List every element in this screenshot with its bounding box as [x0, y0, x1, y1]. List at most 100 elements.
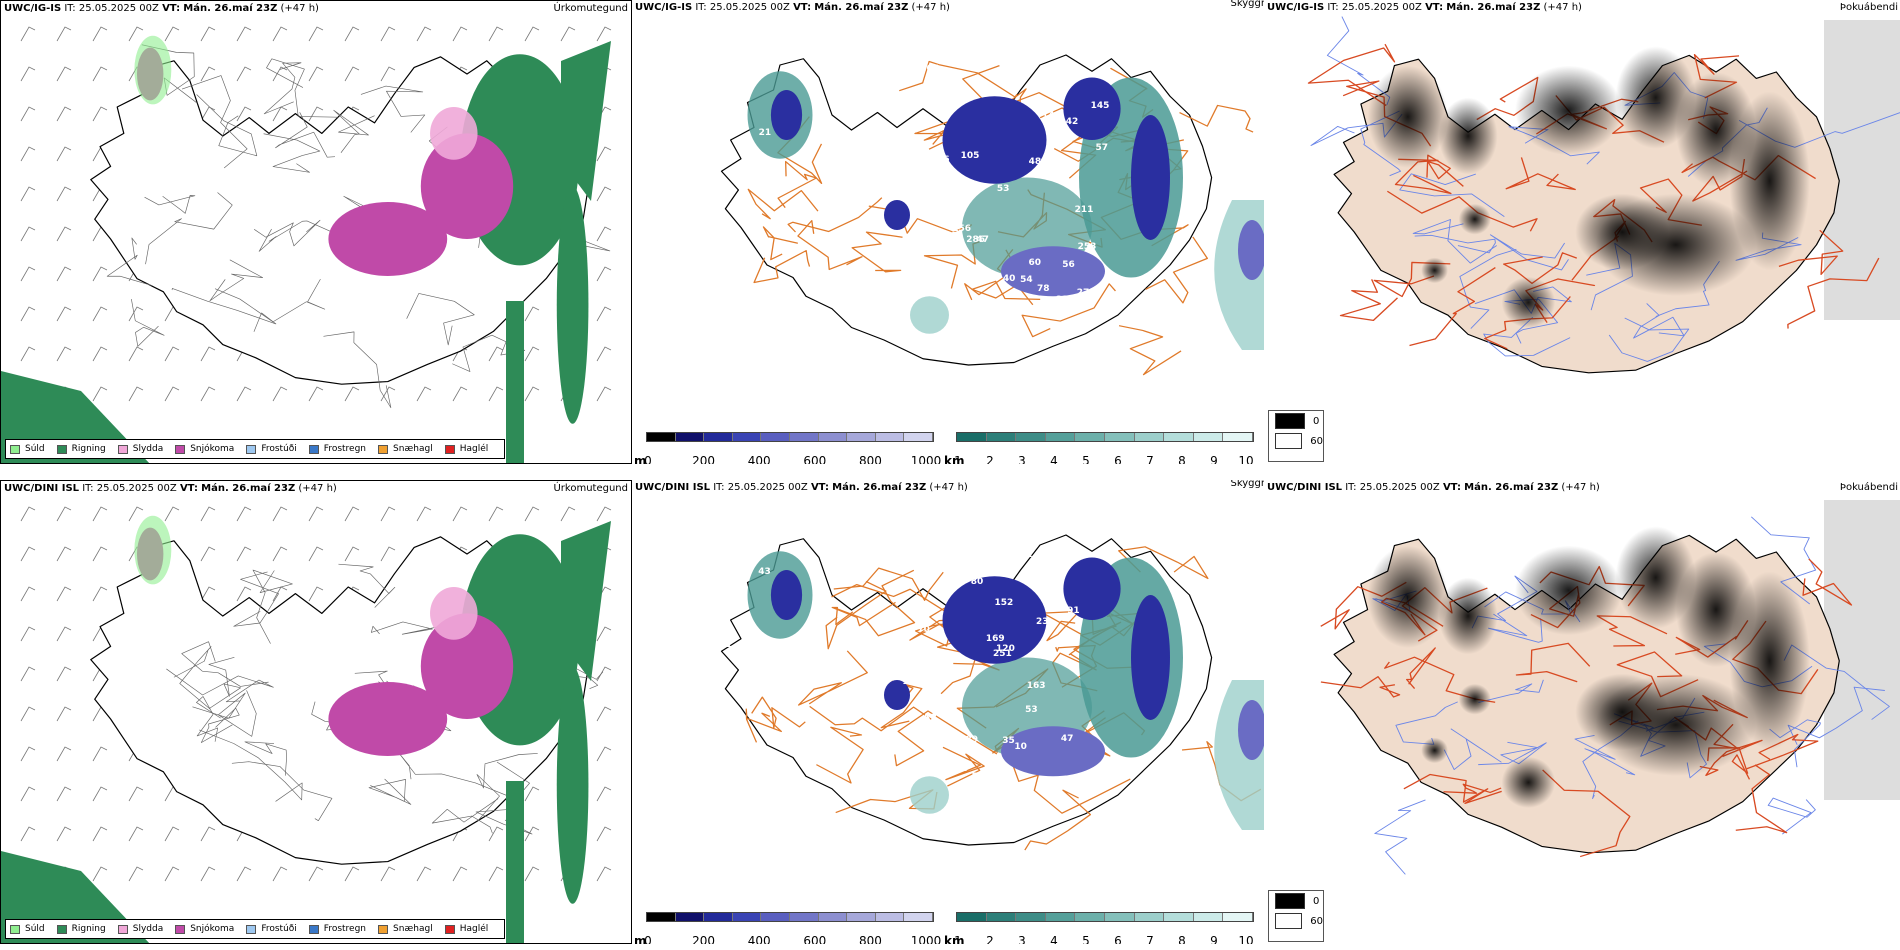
vt-label: VT: [810, 482, 829, 493]
legend-swatch [56, 444, 67, 454]
model-name: UWC/IG-IS [635, 2, 693, 13]
legend-label: Snjókoma [190, 924, 235, 934]
colorbar-segment [875, 433, 905, 441]
legend-item: Frostúði [246, 444, 297, 454]
cloud-base-value: 161 [907, 152, 927, 163]
colorbar-segment [1223, 433, 1253, 441]
cloud-base-value: 144 [1041, 110, 1061, 121]
cloud-base-value: 234 [894, 175, 913, 186]
cloud-base-value: 55 [955, 763, 969, 774]
cloud-base-value: 56 [1062, 260, 1075, 271]
cloud-base-value: 80 [970, 577, 984, 588]
colorbar-segment [704, 433, 733, 441]
colorbar-segment [1164, 433, 1194, 441]
colorbar-segment [818, 913, 848, 921]
cloud-base-value: 163 [1026, 681, 1046, 692]
fog-legend-label: 0 [1313, 895, 1320, 907]
legend-label: Haglél [459, 924, 489, 934]
colorbar-segment [1193, 913, 1224, 921]
cloud-base-value: 253 [1077, 242, 1097, 253]
colorbar-tick: 9 [1210, 934, 1218, 944]
colorbar-tick: 6 [1114, 934, 1122, 944]
colorbar-tick: 8 [1178, 454, 1186, 464]
it-label: IT: [1327, 2, 1339, 13]
colorbar-segment [1134, 433, 1165, 441]
legend-item: Haglél [444, 444, 489, 454]
cloud-base-value: 40 [951, 174, 964, 185]
cloud-base-value: 35 [1002, 736, 1015, 747]
cloud-base-value: 47 [976, 235, 989, 246]
legend-item: Snjókoma [175, 444, 234, 454]
fog-legend-swatch [1275, 893, 1305, 909]
colorbar-segment [1045, 433, 1076, 441]
cloud-base-value: 29 [922, 686, 936, 697]
cloud-base-value: 1 [729, 78, 736, 89]
vt-value: Mán. 26.maí 23Z [832, 482, 927, 493]
colorbar-segment [1016, 913, 1046, 921]
colorbar-segment [647, 433, 676, 441]
legend-swatch [444, 924, 455, 934]
legend-label: Súld [25, 444, 45, 454]
vt-value: Mán. 26.maí 23Z [183, 3, 278, 14]
cloud-base-value: 169 [985, 633, 1005, 644]
colorbar-segment [704, 913, 733, 921]
panel-header: UWC/IG-IS IT: 25.05.2025 00Z VT: Mán. 26… [635, 2, 950, 13]
cloud-base-value: 105 [894, 259, 914, 270]
vt-value: Mán. 26.maí 23Z [1446, 2, 1541, 13]
cloud-base-value: 10 [1014, 742, 1027, 753]
cloud-base-value: 60 [1028, 257, 1041, 268]
colorbar-unit: m [634, 454, 647, 464]
it-value: 25.05.2025 00Z [78, 3, 159, 14]
legend-label: Snæhagl [393, 924, 433, 934]
cloud-base-value: 251 [992, 649, 1012, 660]
legend-label: Snæhagl [393, 444, 433, 454]
cloud-base-value: 10 [930, 725, 943, 736]
vt-value: Mán. 26.maí 23Z [814, 2, 909, 13]
cloud-base-value: 78 [1036, 284, 1050, 295]
legend-label: Frostúði [261, 444, 297, 454]
legend-label: Haglél [459, 444, 489, 454]
cloud-visibility-panel: UWC/IG-IS IT: 25.05.2025 00Z VT: Mán. 26… [632, 0, 1264, 464]
it-value: 25.05.2025 00Z [727, 482, 808, 493]
panel-header: UWC/IG-IS IT: 25.05.2025 00Z VT: Mán. 26… [4, 3, 319, 14]
colorbar-segment [1193, 433, 1224, 441]
cloud-base-value: 53 [938, 232, 951, 243]
colorbar-tick: 5 [1082, 934, 1090, 944]
lead-time: (+47 h) [1561, 482, 1600, 493]
legend-swatch [175, 924, 186, 934]
cloud-base-value: 54 [1020, 275, 1033, 286]
colorbar-segment [1134, 913, 1165, 921]
model-name: UWC/DINI ISL [1267, 482, 1343, 493]
cloud-base-value: 152 [1013, 550, 1033, 561]
cloud-base-value: 12 [924, 713, 937, 723]
it-value: 25.05.2025 00Z [1359, 482, 1440, 493]
colorbar-segment [904, 433, 933, 441]
fog-legend-item: 60 [1269, 911, 1323, 931]
colorbar-tick: 400 [747, 934, 771, 944]
legend-item: Frostúði [246, 924, 297, 934]
colorbar-segment [1104, 433, 1135, 441]
cloud-base-value: 104 [980, 554, 1000, 565]
cloud-base-value: 91 [1067, 605, 1080, 616]
colorbar-tick: 2 [986, 454, 994, 464]
cloud-map [720, 534, 1264, 851]
colorbar-segment [1104, 913, 1135, 921]
precip-map [1, 506, 612, 943]
cloud-base-value: 59 [971, 771, 985, 782]
fog-legend-label: 0 [1313, 415, 1320, 427]
colorbar-tick: 2 [986, 934, 994, 944]
fog-map [1307, 16, 1900, 374]
legend-item: Rigning [56, 444, 106, 454]
colorbar-segment [875, 913, 905, 921]
model-name: UWC/DINI ISL [4, 483, 80, 494]
cloud-base-value: 70 [890, 65, 904, 76]
colorbar-tick: 7 [1146, 454, 1154, 464]
model-row: UWC/DINI ISL IT: 25.05.2025 00Z VT: Mán.… [0, 480, 1900, 944]
fog-legend-swatch [1275, 433, 1303, 449]
panel-title: Þokuábendi [1839, 482, 1898, 493]
colorbar-tick: 7 [1146, 934, 1154, 944]
colorbar-segment [647, 913, 676, 921]
cloud-base-value: 142 [1059, 117, 1079, 128]
cloud-visibility-panel: UWC/DINI ISL IT: 25.05.2025 00Z VT: Mán.… [632, 480, 1264, 944]
colorbar-segment [957, 433, 987, 441]
